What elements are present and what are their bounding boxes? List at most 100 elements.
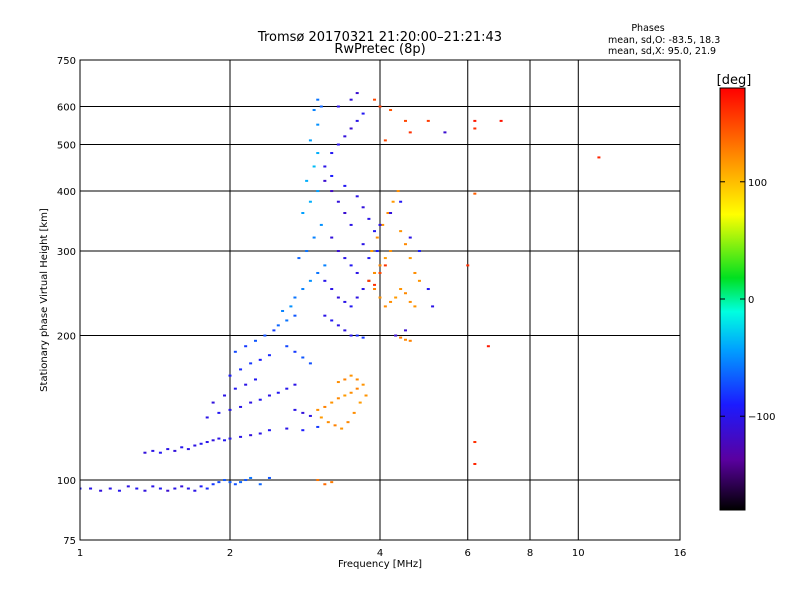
data-point: [249, 434, 253, 437]
stats-line-o: mean, sd,O: -83.5, 18.3: [608, 35, 720, 46]
data-point: [431, 305, 435, 308]
stats-line-x: mean, sd,X: 95.0, 21.9: [608, 46, 716, 57]
data-point: [413, 271, 417, 274]
data-point: [466, 264, 470, 267]
data-point: [378, 264, 382, 267]
x-tick-label: 10: [572, 548, 585, 559]
data-point: [399, 336, 403, 339]
data-point: [276, 391, 280, 394]
data-point: [233, 483, 237, 486]
data-point: [80, 487, 82, 490]
x-tick-label: 1: [77, 548, 83, 559]
data-point: [443, 131, 447, 134]
data-point: [355, 119, 359, 122]
data-point: [108, 487, 112, 490]
data-point: [349, 98, 353, 101]
data-point: [403, 338, 407, 341]
data-point: [389, 250, 393, 253]
data-point: [343, 394, 347, 397]
data-point: [597, 156, 601, 159]
data-point: [217, 481, 221, 484]
data-point: [383, 305, 387, 308]
data-point: [349, 264, 353, 267]
data-point: [173, 449, 177, 452]
data-point: [249, 362, 253, 365]
data-point: [301, 411, 305, 414]
data-point: [316, 271, 320, 274]
data-point: [166, 448, 170, 451]
y-tick-label: 200: [57, 332, 76, 343]
data-point: [272, 329, 276, 332]
data-point: [211, 401, 215, 404]
data-point: [473, 192, 477, 195]
data-point: [233, 387, 237, 390]
data-point: [330, 152, 334, 155]
data-point: [349, 391, 353, 394]
data-point: [249, 476, 253, 479]
data-point: [205, 441, 209, 444]
data-point: [394, 296, 398, 299]
data-point: [355, 296, 359, 299]
data-point: [378, 105, 382, 108]
colorbar-tick-label: 100: [748, 178, 767, 189]
data-point: [239, 368, 243, 371]
data-point: [373, 230, 377, 233]
data-point: [305, 250, 309, 253]
data-point: [319, 223, 323, 226]
data-point: [223, 479, 227, 482]
data-point: [399, 200, 403, 203]
data-point: [375, 250, 379, 253]
x-tick-label: 4: [377, 548, 383, 559]
data-point: [367, 279, 371, 282]
data-point: [316, 152, 320, 155]
data-point: [211, 439, 215, 442]
data-point: [361, 112, 365, 115]
stats-heading: Phases: [631, 23, 664, 34]
data-point: [343, 212, 347, 215]
data-point: [323, 279, 327, 282]
data-point: [417, 250, 421, 253]
data-point: [403, 119, 407, 122]
data-point: [391, 200, 395, 203]
data-point: [205, 487, 209, 490]
data-point: [413, 305, 417, 308]
colorbar-ticks: 100 0 −100: [720, 178, 775, 423]
data-point: [336, 250, 340, 253]
data-point: [316, 408, 320, 411]
data-point: [158, 487, 162, 490]
x-tick-label: 16: [674, 548, 687, 559]
data-point: [305, 179, 309, 182]
data-point: [378, 223, 382, 226]
data-point: [408, 300, 412, 303]
data-point: [323, 405, 327, 408]
data-point: [408, 131, 412, 134]
colorbar-tick-label: 0: [748, 295, 754, 306]
x-tick-label: 2: [227, 548, 233, 559]
data-point: [330, 174, 334, 177]
data-point: [499, 119, 503, 122]
chart-subtitle: RwPretec (8p): [334, 42, 425, 57]
data-point: [258, 358, 262, 361]
data-point: [244, 479, 248, 482]
data-point: [336, 105, 340, 108]
data-point: [389, 212, 393, 215]
grid: [80, 60, 680, 540]
data-point: [343, 257, 347, 260]
data-point: [301, 356, 305, 359]
data-point: [355, 387, 359, 390]
data-point: [330, 236, 334, 239]
data-point: [336, 143, 340, 146]
data-point: [375, 236, 379, 239]
y-tick-label: 500: [57, 141, 76, 152]
x-tick-label: 8: [527, 548, 533, 559]
data-point: [399, 230, 403, 233]
data-point: [383, 257, 387, 260]
data-point: [253, 339, 257, 342]
data-point: [267, 394, 271, 397]
data-point: [285, 319, 289, 322]
data-point: [293, 383, 297, 386]
data-point: [426, 119, 430, 122]
data-point: [158, 451, 162, 454]
data-point: [408, 257, 412, 260]
x-tick-label: 6: [465, 548, 471, 559]
